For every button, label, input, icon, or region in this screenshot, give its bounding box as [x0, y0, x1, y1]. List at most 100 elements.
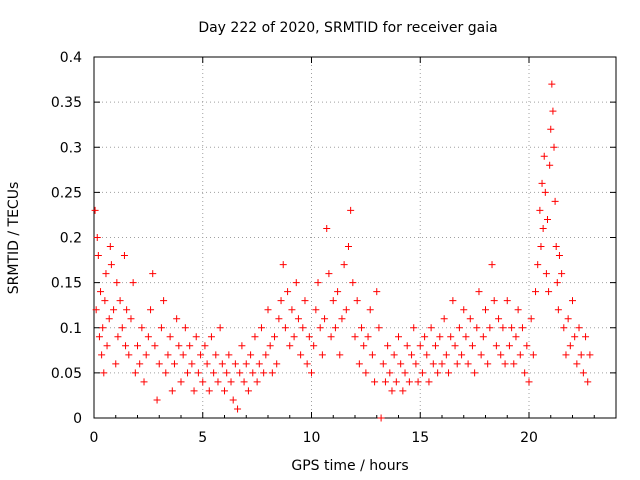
data-point	[301, 297, 309, 305]
data-point	[397, 360, 405, 368]
data-point	[464, 360, 472, 368]
data-point	[488, 261, 496, 269]
data-point	[266, 342, 274, 350]
data-point	[114, 333, 122, 341]
data-point	[210, 369, 218, 377]
data-point	[584, 378, 592, 386]
data-point	[436, 333, 444, 341]
data-point	[273, 360, 281, 368]
data-point	[164, 351, 172, 359]
data-point	[253, 378, 261, 386]
data-point	[221, 387, 228, 395]
data-point	[125, 351, 133, 359]
data-point	[497, 351, 505, 359]
data-point	[262, 351, 270, 359]
data-point	[251, 333, 259, 341]
data-point	[562, 351, 570, 359]
data-point	[168, 387, 176, 395]
data-point	[186, 342, 194, 350]
data-point	[268, 369, 276, 377]
data-point	[134, 342, 141, 350]
data-point	[116, 297, 124, 305]
data-point	[331, 324, 339, 332]
data-point	[194, 369, 202, 377]
data-point	[427, 324, 435, 332]
data-point	[179, 351, 187, 359]
data-point	[550, 143, 558, 151]
data-point	[386, 369, 394, 377]
data-point	[538, 179, 546, 187]
data-point	[453, 360, 461, 368]
data-point	[473, 324, 481, 332]
data-point	[503, 297, 511, 305]
data-point	[110, 306, 118, 314]
data-point	[564, 315, 572, 323]
y-tick-label: 0.2	[60, 231, 82, 247]
data-point	[423, 351, 431, 359]
data-point	[523, 342, 531, 350]
data-point	[318, 351, 326, 359]
x-tick-label: 20	[520, 430, 538, 446]
data-point	[392, 378, 400, 386]
data-point	[205, 387, 213, 395]
data-point	[327, 333, 335, 341]
data-point	[573, 360, 581, 368]
data-point	[534, 261, 542, 269]
data-point	[138, 324, 146, 332]
data-point	[486, 324, 494, 332]
data-point	[338, 315, 346, 323]
data-point	[516, 351, 524, 359]
data-point	[484, 360, 492, 368]
y-tick-label: 0.05	[51, 366, 82, 382]
data-point	[438, 360, 446, 368]
y-tick-label: 0.3	[60, 140, 82, 156]
data-point	[275, 315, 283, 323]
data-point	[458, 351, 466, 359]
data-point	[153, 396, 161, 404]
data-point	[455, 324, 463, 332]
data-point	[249, 369, 257, 377]
data-point	[403, 342, 411, 350]
data-point	[197, 351, 205, 359]
data-point	[101, 297, 109, 305]
data-point	[98, 351, 106, 359]
data-point	[546, 161, 554, 169]
data-point	[447, 333, 455, 341]
data-point	[408, 351, 416, 359]
data-point	[129, 279, 137, 287]
data-point	[482, 306, 489, 314]
data-point	[518, 324, 526, 332]
data-point	[434, 369, 442, 377]
data-point	[429, 360, 437, 368]
data-point	[203, 360, 211, 368]
data-point	[373, 288, 381, 296]
chart-title: Day 222 of 2020, SRMTID for receiver gai…	[198, 20, 497, 36]
y-tick-label: 0.1	[60, 321, 82, 337]
data-point	[297, 351, 305, 359]
data-point	[118, 324, 126, 332]
data-point	[492, 342, 500, 350]
data-point	[95, 333, 103, 341]
data-point	[541, 188, 549, 196]
data-point	[244, 387, 252, 395]
data-point	[381, 378, 389, 386]
x-axis-label: GPS time / hours	[291, 458, 408, 474]
data-point	[334, 288, 342, 296]
data-point	[231, 360, 239, 368]
data-point	[170, 360, 178, 368]
data-point	[199, 378, 207, 386]
data-point	[368, 351, 376, 359]
data-point	[508, 324, 516, 332]
data-point	[325, 270, 333, 278]
data-point	[106, 243, 114, 251]
data-point	[264, 306, 272, 314]
data-point	[529, 351, 537, 359]
data-point	[120, 252, 128, 260]
y-axis-label: SRMTID / TECUs	[6, 182, 22, 295]
data-point	[136, 360, 144, 368]
data-point	[421, 333, 429, 341]
data-point	[551, 197, 559, 205]
data-point	[127, 315, 135, 323]
data-point	[207, 333, 215, 341]
